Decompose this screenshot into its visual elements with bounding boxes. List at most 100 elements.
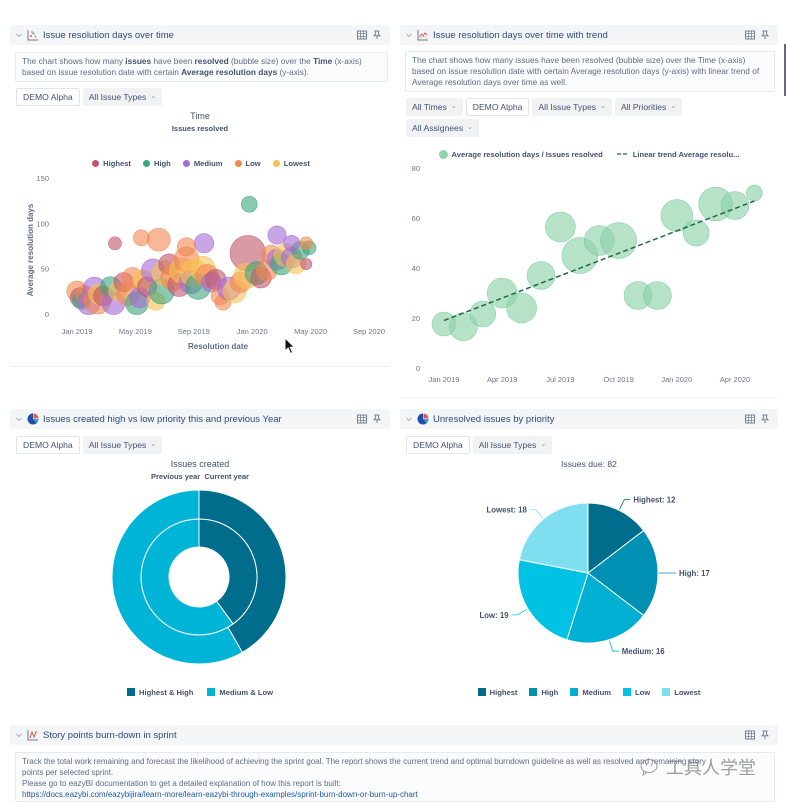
legend-item-trend[interactable]: Linear trend Average resolu...: [616, 150, 739, 159]
bubble[interactable]: [643, 281, 672, 310]
legend-marker: [477, 688, 486, 696]
project-filter[interactable]: DEMO Alpha: [406, 436, 470, 454]
desc-bold: resolved: [194, 56, 229, 66]
legend-item-medium[interactable]: Medium: [182, 159, 223, 168]
scrollbar-thumb[interactable]: [784, 44, 786, 96]
legend-label: Low: [245, 158, 261, 168]
table-view-icon[interactable]: [745, 730, 755, 740]
documentation-link[interactable]: https://docs.eazybi.com/eazybijira/learn…: [22, 790, 418, 799]
legend-marker: [272, 159, 280, 167]
table-view-icon[interactable]: [357, 414, 367, 424]
bubble-high[interactable]: [241, 195, 258, 213]
chevron-down-icon: ⌄: [670, 103, 677, 110]
panel-title[interactable]: Unresolved issues by priority: [433, 413, 555, 425]
panel-title[interactable]: Issue resolution days over time with tre…: [433, 29, 608, 41]
pin-icon[interactable]: [760, 414, 770, 424]
legend-item-highest[interactable]: Highest: [92, 159, 131, 168]
pin-icon[interactable]: [760, 30, 770, 40]
legend-label: Average resolution days / Issues resolve…: [451, 149, 603, 159]
pie-slice-high[interactable]: [587, 529, 659, 617]
data-label: Medium: 16: [622, 647, 666, 656]
pin-icon[interactable]: [760, 730, 770, 740]
bubble-trend-chart: 0 20 40 60 80 Jan 2019 Apr 2019 Jul 2019 Oct 201…: [412, 164, 763, 384]
bubble-medium[interactable]: [193, 233, 215, 254]
filter-label: All Issue Types: [478, 440, 537, 450]
collapse-chevron-icon[interactable]: [15, 31, 23, 39]
chart-title: Issues created: [170, 459, 230, 469]
pin-icon[interactable]: [372, 414, 382, 424]
legend-item-high[interactable]: High: [142, 159, 171, 168]
bubble-low[interactable]: [146, 227, 171, 252]
issue-type-filter[interactable]: All Issue Types ⌄: [472, 436, 553, 454]
bubble-medium[interactable]: [283, 234, 300, 252]
legend-item-medium-low[interactable]: Medium & Low: [207, 688, 273, 697]
bubble[interactable]: [682, 219, 710, 247]
legend-item-medium[interactable]: Medium: [570, 688, 611, 697]
legend-item-highest[interactable]: Highest: [477, 687, 518, 697]
legend-item-low[interactable]: Low: [234, 158, 261, 168]
panel-header-unresolved: Unresolved issues by priority: [400, 409, 778, 429]
project-filter[interactable]: DEMO Alpha: [16, 436, 80, 454]
bubble[interactable]: [746, 184, 763, 202]
y-tick-label: 20: [412, 314, 420, 323]
bubble-highest[interactable]: [300, 258, 313, 271]
x-tick-label: Jan 2020: [237, 327, 268, 336]
desc-bold: Time: [313, 56, 333, 66]
assignee-filter[interactable]: All Assignees ⌄: [406, 119, 479, 137]
chevron-down-icon: ⌄: [467, 124, 473, 131]
donut-slice-outer[interactable]: [111, 489, 244, 665]
legend-label: Highest: [489, 687, 518, 697]
chevron-down-icon: ⌄: [150, 93, 157, 100]
legend-item-lowest[interactable]: Lowest: [662, 688, 700, 697]
pie-slice-medium[interactable]: [566, 572, 645, 644]
pie-slice-highest[interactable]: [587, 502, 645, 575]
legend-item-bubbles[interactable]: Average resolution days / Issues resolve…: [438, 149, 603, 159]
pin-icon[interactable]: [372, 30, 382, 40]
collapse-chevron-icon[interactable]: [15, 415, 23, 423]
desc-bold: Average resolution days: [181, 67, 278, 77]
priority-filter[interactable]: All Priorities ⌄: [614, 98, 683, 116]
bubble[interactable]: [545, 211, 576, 243]
x-tick-label: Oct 2019: [603, 375, 633, 384]
bubble[interactable]: [526, 261, 556, 290]
legend-item-lowest[interactable]: Lowest: [272, 159, 310, 168]
donut-slice-outer[interactable]: [198, 489, 287, 654]
project-filter[interactable]: DEMO Alpha: [465, 98, 530, 116]
bubble-low[interactable]: [132, 229, 150, 247]
pie-slice-low[interactable]: [517, 559, 589, 641]
table-view-icon[interactable]: [745, 414, 755, 424]
legend-item-low[interactable]: Low: [623, 688, 650, 697]
desc-text: (y-axis).: [277, 67, 309, 77]
bubble-low[interactable]: [177, 237, 197, 257]
desc-bold: issues: [125, 56, 152, 66]
issue-type-filter[interactable]: All Issue Types ⌄: [82, 88, 163, 106]
legend-item-high[interactable]: High: [529, 688, 558, 697]
pie-slice-lowest[interactable]: [518, 502, 589, 574]
legend-item-highest-high[interactable]: Highest & High: [127, 688, 193, 697]
chart-subtitle: Issues resolved: [171, 124, 229, 133]
project-filter[interactable]: DEMO Alpha: [16, 88, 80, 106]
bubble-medium[interactable]: [267, 225, 287, 245]
y-tick-label: 40: [412, 264, 420, 273]
table-view-icon[interactable]: [745, 30, 755, 40]
time-filter[interactable]: All Times ⌄: [406, 98, 463, 116]
bubble-low[interactable]: [299, 236, 314, 251]
table-view-icon[interactable]: [357, 30, 367, 40]
issue-type-filter[interactable]: All Issue Types ⌄: [82, 436, 163, 454]
x-tick-label: May 2020: [294, 327, 327, 336]
collapse-chevron-icon[interactable]: [405, 31, 413, 39]
panel-title[interactable]: Issue resolution days over time: [43, 29, 174, 41]
collapse-chevron-icon[interactable]: [405, 415, 413, 423]
collapse-chevron-icon[interactable]: [15, 731, 23, 739]
bubble[interactable]: [720, 191, 750, 220]
chart-title: Issues due: 82: [561, 459, 617, 469]
filter-label: All Issue Types: [538, 102, 597, 112]
filter-label: All Issue Types: [88, 92, 147, 102]
issue-type-filter[interactable]: All Issue Types ⌄: [532, 98, 612, 116]
filter-bar: DEMO Alpha All Issue Types ⌄: [406, 436, 776, 454]
bubble-highest[interactable]: [108, 236, 122, 251]
bubble[interactable]: [506, 292, 537, 324]
panel-title[interactable]: Story points burn-down in sprint: [43, 729, 177, 741]
panel-divider: [10, 366, 390, 367]
panel-title[interactable]: Issues created high vs low priority this…: [43, 413, 282, 425]
